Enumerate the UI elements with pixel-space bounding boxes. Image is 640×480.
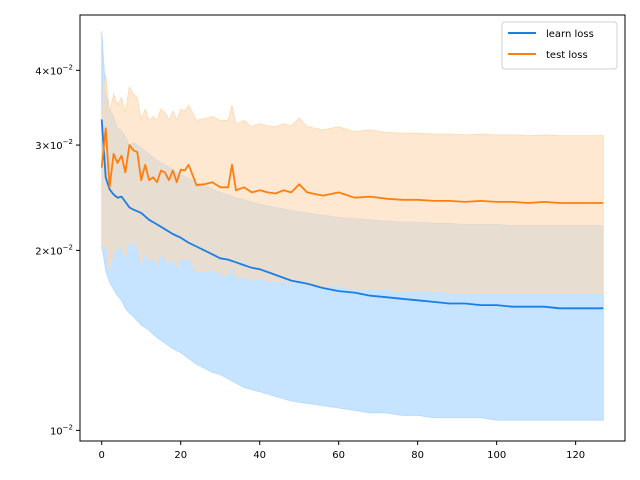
confidence-bands xyxy=(101,31,604,421)
x-axis: 0 20 40 60 80 100 120 xyxy=(99,441,585,461)
y-axis: 10−2 2×10−2 3×10−2 4×10−2 xyxy=(35,63,80,437)
x-tick-label: 60 xyxy=(332,450,345,461)
y-tick-label: 3×10−2 xyxy=(35,138,73,152)
x-tick-label: 100 xyxy=(487,450,506,461)
legend-label-test-loss: test loss xyxy=(546,50,588,61)
plot-area xyxy=(100,31,604,421)
legend: learn loss test loss xyxy=(501,21,618,70)
x-tick-label: 0 xyxy=(99,450,105,461)
x-tick-label: 120 xyxy=(566,450,585,461)
line-learn-loss xyxy=(100,119,604,310)
x-tick-label: 40 xyxy=(253,450,266,461)
legend-label-learn-loss: learn loss xyxy=(546,29,594,40)
y-tick-label: 10−2 xyxy=(50,423,73,437)
band-test-loss xyxy=(101,73,604,294)
x-tick-label: 80 xyxy=(411,450,424,461)
y-tick-label: 2×10−2 xyxy=(35,243,73,257)
line-test-loss xyxy=(100,127,604,204)
series-lines xyxy=(100,119,604,310)
y-tick-label: 4×10−2 xyxy=(35,63,73,77)
x-tick-label: 20 xyxy=(174,450,187,461)
axes-frame xyxy=(79,14,626,442)
